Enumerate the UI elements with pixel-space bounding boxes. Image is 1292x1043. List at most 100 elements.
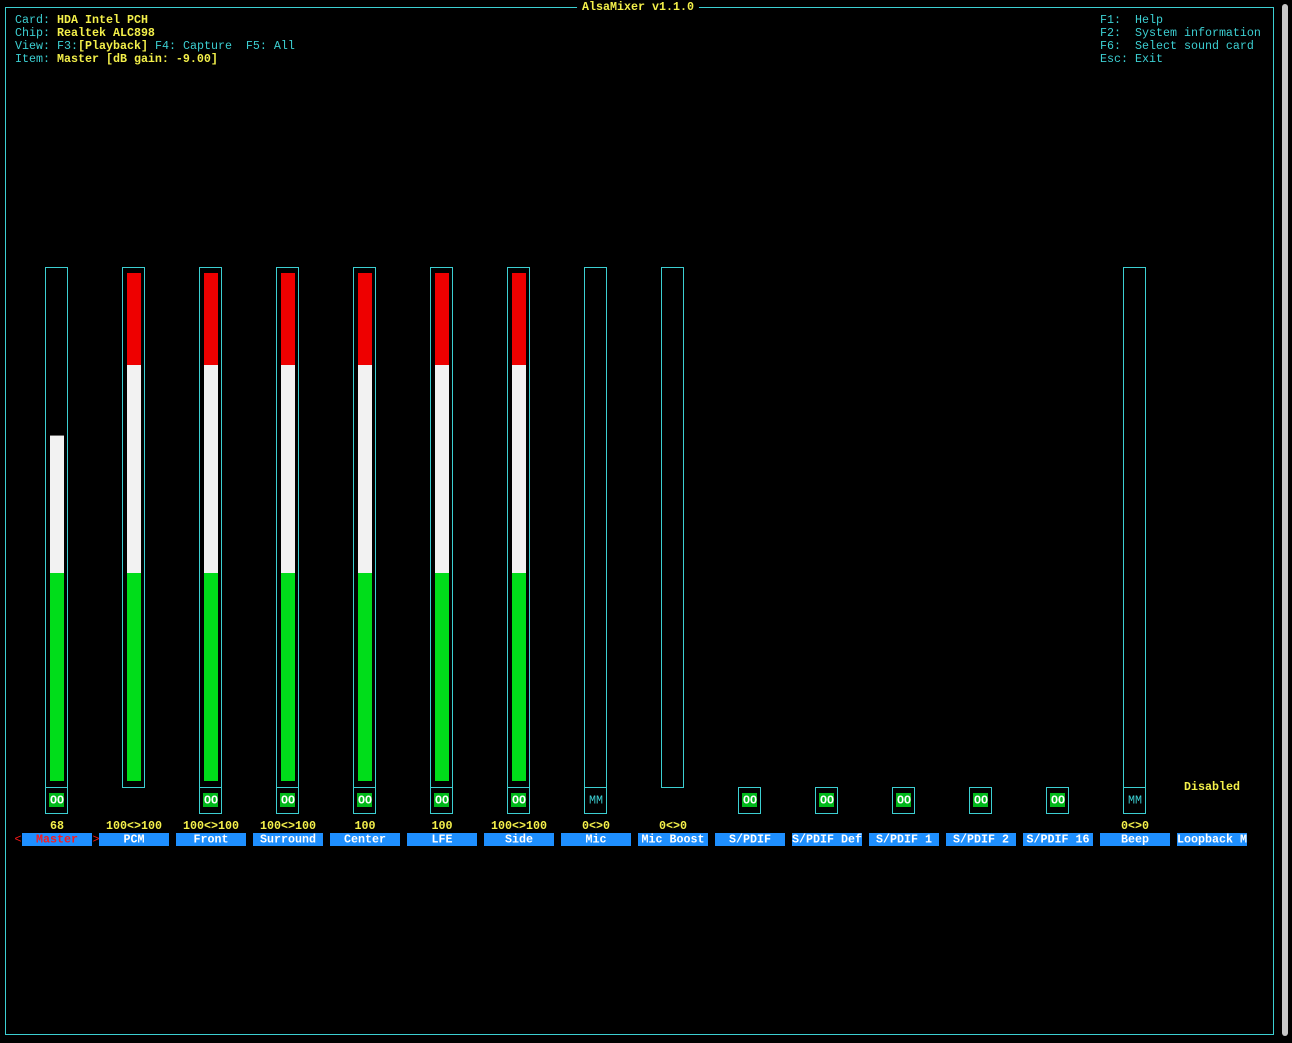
- name-bg[interactable]: [1177, 833, 1247, 846]
- switch-on-bg: [819, 793, 834, 807]
- selection-marker: >: [93, 833, 100, 847]
- switch-label[interactable]: OO: [743, 794, 757, 808]
- value-label: 0<>0: [582, 819, 610, 833]
- switch-label[interactable]: OO: [974, 794, 988, 808]
- card-label: Card:: [15, 13, 50, 27]
- name-bg[interactable]: [330, 833, 400, 846]
- chip-label: Chip:: [15, 26, 50, 40]
- name-bg[interactable]: [253, 833, 323, 846]
- channel-name[interactable]: Front: [194, 833, 229, 847]
- status-label: Disabled: [1184, 780, 1240, 794]
- name-bg[interactable]: [638, 833, 708, 846]
- channel-name[interactable]: S/PDIF 2: [953, 833, 1009, 847]
- switch-label[interactable]: OO: [50, 794, 64, 808]
- channel-name[interactable]: LFE: [432, 833, 453, 847]
- level-fill: [127, 573, 134, 781]
- chip-value: Realtek ALC898: [57, 26, 155, 40]
- channel-name[interactable]: S/PDIF 16: [1027, 833, 1090, 847]
- level-fill: [358, 365, 372, 573]
- channel-name[interactable]: Loopback M: [1177, 833, 1247, 847]
- switch-label[interactable]: OO: [358, 794, 372, 808]
- level-fill: [358, 273, 372, 365]
- channel-name[interactable]: Mic: [586, 833, 607, 847]
- level-fill: [519, 365, 526, 573]
- channel-name[interactable]: Master: [36, 833, 78, 847]
- level-fill: [358, 573, 372, 781]
- level-fill: [435, 365, 449, 573]
- help-key: F6:: [1100, 39, 1121, 53]
- value-label: 100<>100: [491, 819, 547, 833]
- level-fill: [127, 273, 134, 365]
- view-others[interactable]: F4: Capture F5: All: [155, 39, 295, 53]
- level-fill: [134, 365, 141, 573]
- channel-name[interactable]: S/PDIF 1: [876, 833, 932, 847]
- name-bg[interactable]: [946, 833, 1016, 846]
- level-fill: [134, 573, 141, 781]
- name-bg[interactable]: [99, 833, 169, 846]
- title-background: [577, 0, 699, 14]
- name-bg[interactable]: [869, 833, 939, 846]
- name-bg[interactable]: [22, 833, 92, 846]
- value-label: 0<>0: [659, 819, 687, 833]
- name-bg[interactable]: [484, 833, 554, 846]
- channel-name[interactable]: Side: [505, 833, 533, 847]
- help-text: System information: [1135, 26, 1261, 40]
- switch-on-bg: [973, 793, 988, 807]
- name-bg[interactable]: [792, 833, 862, 846]
- channel-name[interactable]: Surround: [260, 833, 316, 847]
- name-bg[interactable]: [1023, 833, 1093, 846]
- switch-label[interactable]: MM: [589, 794, 603, 808]
- level-fill: [435, 273, 449, 365]
- help-text: Help: [1135, 13, 1163, 27]
- switch-label[interactable]: OO: [281, 794, 295, 808]
- channel-name[interactable]: Mic Boost: [642, 833, 705, 847]
- card-value: HDA Intel PCH: [57, 13, 148, 27]
- switch-label[interactable]: OO: [897, 794, 911, 808]
- switch-label[interactable]: OO: [512, 794, 526, 808]
- level-fill: [211, 573, 218, 781]
- value-label: 100<>100: [106, 819, 162, 833]
- switch-label[interactable]: OO: [435, 794, 449, 808]
- channel-name[interactable]: S/PDIF: [729, 833, 771, 847]
- view-current[interactable]: [Playback]: [78, 39, 148, 53]
- level-fill: [288, 573, 295, 781]
- name-bg[interactable]: [1100, 833, 1170, 846]
- view-key[interactable]: F3:: [57, 39, 78, 53]
- switch-box[interactable]: [1123, 787, 1146, 814]
- level-fill: [211, 365, 218, 573]
- help-key: F2:: [1100, 26, 1121, 40]
- value-label: 0<>0: [1121, 819, 1149, 833]
- switch-label[interactable]: OO: [820, 794, 834, 808]
- level-frame[interactable]: [122, 267, 145, 788]
- level-fill: [204, 273, 211, 365]
- level-fill: [204, 365, 211, 573]
- switch-on-bg: [203, 793, 218, 807]
- name-bg[interactable]: [561, 833, 631, 846]
- channel-name[interactable]: Center: [344, 833, 386, 847]
- value-label: 68: [50, 819, 64, 833]
- level-fill: [512, 273, 519, 365]
- channel-name[interactable]: S/PDIF Def: [792, 833, 862, 847]
- switch-label[interactable]: OO: [1051, 794, 1065, 808]
- switch-on-bg: [434, 793, 449, 807]
- level-fill: [519, 273, 526, 365]
- switch-label[interactable]: MM: [1128, 794, 1142, 808]
- level-fill: [281, 365, 288, 573]
- level-fill: [519, 573, 526, 781]
- level-fill: [134, 273, 141, 365]
- name-bg[interactable]: [176, 833, 246, 846]
- channel-name[interactable]: PCM: [124, 833, 145, 847]
- level-fill: [127, 365, 134, 573]
- help-text: Exit: [1135, 52, 1163, 66]
- name-bg[interactable]: [407, 833, 477, 846]
- help-list: F1: Help F2: System information F6: Select so…: [1100, 13, 1261, 66]
- level-fill: [512, 573, 519, 781]
- scrollbar[interactable]: [1282, 4, 1288, 1036]
- switch-label[interactable]: OO: [204, 794, 218, 808]
- channel-name[interactable]: Beep: [1121, 833, 1149, 847]
- level-frame[interactable]: [661, 267, 684, 788]
- switch-box[interactable]: [584, 787, 607, 814]
- name-bg[interactable]: [715, 833, 785, 846]
